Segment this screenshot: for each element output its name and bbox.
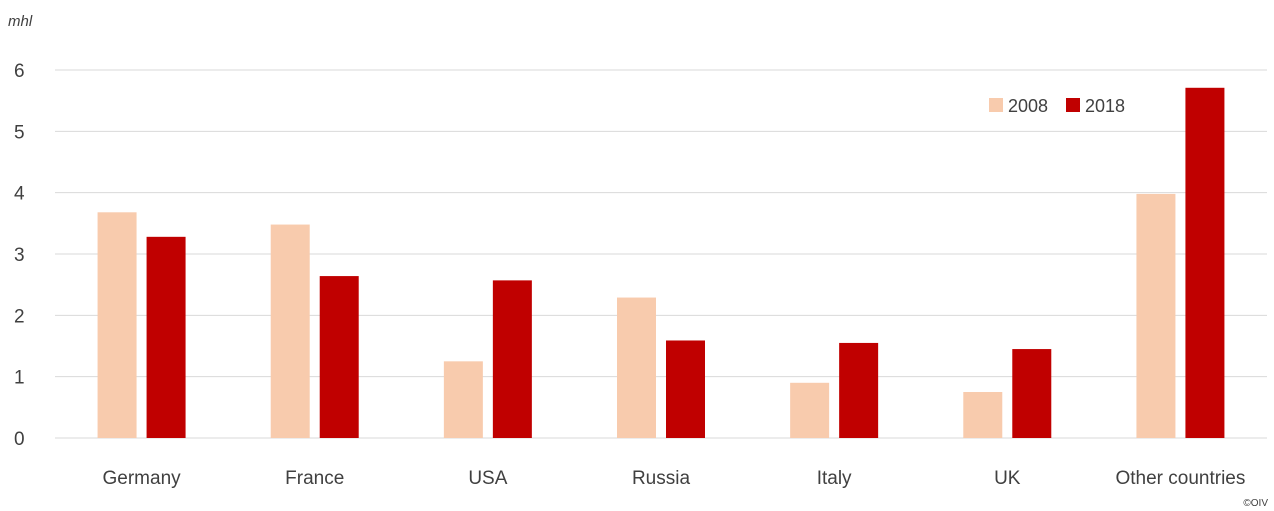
bar-france-2008 [270, 224, 310, 438]
x-tick-label: Italy [817, 468, 852, 489]
y-axis-ticks: 0 1 2 3 4 5 6 [14, 61, 25, 450]
bar-uk-2018 [1012, 349, 1052, 438]
legend-label-2018: 2018 [1085, 96, 1125, 116]
x-tick-label: Russia [632, 468, 691, 489]
x-tick-label: UK [994, 468, 1021, 489]
y-tick-label: 0 [14, 429, 25, 450]
y-tick-label: 5 [14, 122, 25, 143]
bar-other-countries-2018 [1185, 87, 1225, 438]
y-tick-label: 3 [14, 245, 25, 266]
bar-france-2018 [319, 276, 359, 438]
x-tick-label: Germany [103, 468, 182, 489]
bar-russia-2018 [666, 340, 705, 438]
bar-usa-2018 [492, 280, 532, 438]
y-tick-label: 6 [14, 61, 25, 82]
y-tick-label: 4 [14, 184, 25, 205]
legend-swatch-2018 [1066, 98, 1080, 112]
bar-other-countries-2008 [1136, 193, 1176, 438]
legend-label-2008: 2008 [1008, 96, 1048, 116]
y-tick-label: 2 [14, 306, 25, 327]
x-axis-labels: Germany France USA Russia Italy UK Other count… [103, 468, 1246, 489]
bar-germany-2008 [97, 212, 137, 438]
bar-germany-2018 [146, 236, 186, 438]
y-axis-unit-label: mhl [8, 13, 33, 30]
bars [97, 87, 1225, 438]
x-tick-label: Other countries [1115, 468, 1245, 489]
y-tick-label: 1 [14, 368, 25, 389]
bar-italy-2008 [790, 382, 830, 438]
x-tick-label: USA [468, 468, 507, 489]
legend: 2008 2018 [989, 96, 1125, 116]
legend-swatch-2008 [989, 98, 1003, 112]
bar-italy-2018 [839, 342, 879, 438]
copyright-text: ©OIV [1243, 498, 1268, 509]
bar-uk-2008 [963, 392, 1003, 438]
gridlines [55, 69, 1267, 439]
bar-russia-2008 [617, 297, 656, 438]
bar-usa-2008 [443, 361, 483, 438]
x-tick-label: France [285, 468, 344, 489]
